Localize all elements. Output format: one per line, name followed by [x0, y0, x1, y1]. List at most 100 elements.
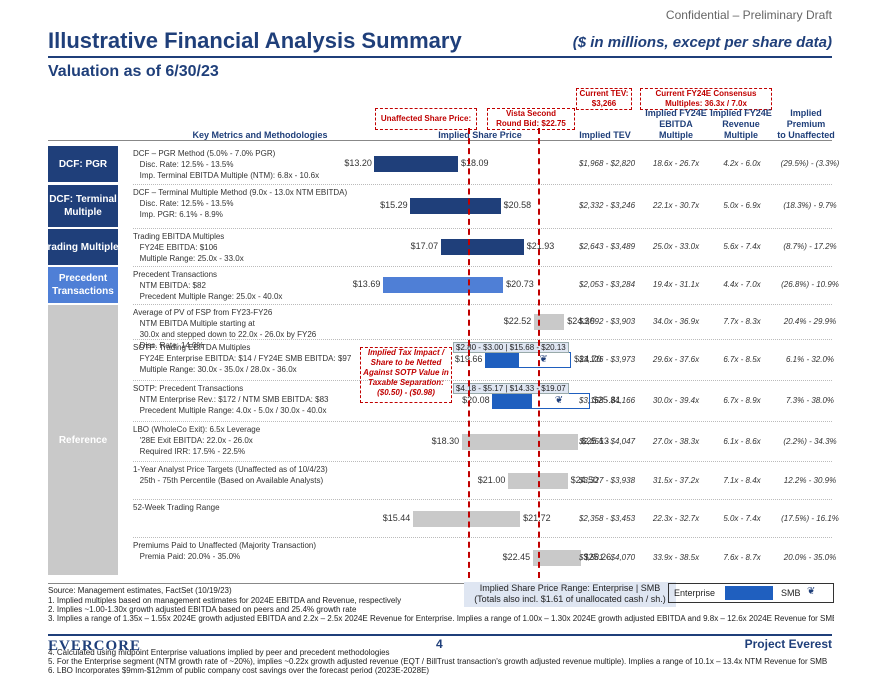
- low-value-label: $17.07: [410, 241, 439, 251]
- high-value-label: $25.13: [581, 436, 609, 446]
- row-description: Average of PV of FSP from FY23-FY26 NTM …: [133, 308, 317, 350]
- row-description: Precedent Transactions NTM EBITDA: $82 P…: [133, 270, 283, 301]
- category-dcf-terminal: DCF: Terminal Multiple: [48, 185, 118, 227]
- row-revenue: 4.2x - 6.0x: [723, 159, 761, 168]
- row-description: 52-Week Trading Range: [133, 503, 220, 512]
- row-tev: $2,332 - $3,246: [578, 201, 636, 210]
- range-bar: [374, 156, 459, 172]
- row-revenue: 7.6x - 8.7x: [723, 553, 761, 562]
- valuation-date: Valuation as of 6/30/23: [48, 63, 219, 80]
- row-premium: (18.3%) - 9.7%: [783, 201, 837, 210]
- row-description: DCF – Terminal Multiple Method (9.0x - 1…: [133, 188, 348, 219]
- high-value-label: $20.73: [506, 279, 534, 289]
- col-ebitda: Implied FY24E EBITDA Multiple: [645, 108, 707, 140]
- col-revenue: Implied FY24E Revenue Multiple: [710, 108, 772, 140]
- row-separator: [133, 266, 832, 267]
- project-name: Project Everest: [744, 637, 832, 651]
- col-tev: Implied TEV: [579, 130, 631, 140]
- row-revenue: 5.0x - 6.9x: [723, 201, 761, 210]
- row-description: DCF – PGR Method (5.0% - 7.0% PGR) Disc.…: [133, 149, 320, 180]
- row-tev: $2,053 - $3,284: [578, 280, 636, 289]
- range-legend-note: Implied Share Price Range: Enterprise | …: [464, 582, 676, 607]
- low-value-label: $22.52: [503, 316, 532, 326]
- high-value-label: $20.58: [503, 200, 532, 210]
- category-dcf-pgr: DCF: PGR: [48, 146, 118, 182]
- row-revenue: 7.1x - 8.4x: [723, 476, 761, 485]
- row-tev: $1,968 - $2,820: [578, 159, 636, 168]
- row-revenue: 6.7x - 8.9x: [723, 396, 761, 405]
- confidential-label: Confidential – Preliminary Draft: [665, 8, 832, 22]
- row-revenue: 6.1x - 8.6x: [723, 437, 761, 446]
- row-ebitda: 30.0x - 39.4x: [652, 396, 700, 405]
- row-description: SOTP: Precedent Transactions NTM Enterpr…: [133, 384, 329, 415]
- segment-range-tag: $2.80 - $3.00 | $15.68 - $20.13: [453, 342, 569, 353]
- footnote-5: 5. For the Enterprise segment (NTM growt…: [48, 657, 828, 666]
- row-description: Trading EBITDA Multiples FY24E EBITDA: $…: [133, 232, 244, 263]
- row-premium: (17.5%) - 16.1%: [781, 514, 839, 523]
- row-tev: $2,856 - $4,047: [578, 437, 636, 446]
- smb-bird-icon: ❦: [539, 354, 548, 365]
- category-precedent: Precedent Transactions: [48, 267, 118, 303]
- range-bar: [382, 277, 504, 293]
- unaffected-price-line: [467, 128, 470, 578]
- col-share-price: Implied Share Price: [438, 130, 522, 140]
- vista-bid-callout: Vista Second Round Bid: $22.75: [487, 108, 575, 130]
- legend-enterprise-swatch: [725, 586, 773, 600]
- row-separator: [133, 380, 832, 381]
- row-tev: $3,168 - $4,166: [578, 396, 636, 405]
- row-ebitda: 29.6x - 37.6x: [652, 355, 700, 364]
- footer-rule: [48, 634, 832, 636]
- row-ebitda: 22.1x - 30.7x: [652, 201, 700, 210]
- row-tev: $3,126 - $3,973: [578, 355, 636, 364]
- row-separator: [133, 461, 832, 462]
- row-ebitda: 34.0x - 36.9x: [652, 317, 700, 326]
- smb-bird-icon: ❦: [554, 395, 564, 406]
- row-ebitda: 31.5x - 37.2x: [652, 476, 700, 485]
- legend-enterprise-label: Enterprise: [674, 588, 716, 598]
- brand-logo: EVERCORE: [48, 638, 142, 654]
- row-premium: (29.5%) - (3.3%): [780, 159, 840, 168]
- page-title: Illustrative Financial Analysis Summary: [48, 28, 462, 53]
- footnote-rule: [48, 583, 832, 584]
- row-description: Premiums Paid to Unaffected (Majority Tr…: [133, 541, 317, 561]
- row-ebitda: 33.9x - 38.5x: [652, 553, 700, 562]
- high-value-label: $24.50: [570, 475, 599, 485]
- row-description: 1-Year Analyst Price Targets (Unaffected…: [133, 465, 328, 485]
- col-metrics: Key Metrics and Methodologies: [192, 130, 328, 140]
- row-ebitda: 22.3x - 32.7x: [652, 514, 700, 523]
- row-premium: 20.4% - 29.9%: [783, 317, 837, 326]
- high-value-label: $21.93: [526, 241, 555, 251]
- row-premium: 20.0% - 35.0%: [783, 553, 837, 562]
- row-ebitda: 25.0x - 33.0x: [652, 242, 700, 251]
- row-separator: [133, 499, 832, 500]
- footnote-4: 4. Calculated using midpoint Enterprise …: [48, 648, 390, 657]
- row-tev: $3,592 - $3,903: [578, 317, 636, 326]
- vista-bid-line: [537, 128, 540, 578]
- header-rule: [48, 140, 832, 141]
- row-premium: (2.2%) - 34.3%: [783, 437, 837, 446]
- row-premium: 12.2% - 30.9%: [783, 476, 837, 485]
- high-value-label: $18.09: [461, 158, 489, 168]
- row-description: LBO (WholeCo Exit): 6.5x Leverage '28E E…: [133, 425, 261, 456]
- units-note: ($ in millions, except per share data): [572, 34, 832, 51]
- low-value-label: $20.08: [462, 395, 490, 405]
- row-ebitda: 27.0x - 38.3x: [652, 437, 700, 446]
- footnote-1: 1. Implied multiples based on management…: [48, 596, 402, 605]
- legend-smb-label: SMB: [781, 588, 801, 598]
- range-bar: [410, 198, 501, 214]
- low-value-label: $15.29: [380, 200, 408, 210]
- segment-legend: Enterprise SMB ❦: [668, 583, 834, 603]
- high-value-label: $25.26: [583, 552, 612, 562]
- row-tev: $2,643 - $3,489: [578, 242, 636, 251]
- consensus-callout: Current FY24E Consensus Multiples: 36.3x…: [640, 88, 772, 110]
- smb-bar: ❦: [517, 352, 572, 368]
- tax-impact-callout: Implied Tax Impact / Share to be Netted …: [360, 347, 452, 403]
- range-bar: [533, 314, 565, 330]
- row-premium: 6.1% - 32.0%: [785, 355, 835, 364]
- low-value-label: $13.20: [344, 158, 372, 168]
- footnote-6: 6. LBO Incorporates $9mm-$12mm of public…: [48, 666, 430, 675]
- footnote-3: 3. Implies a range of 1.35x – 1.55x 2024…: [48, 614, 834, 623]
- row-revenue: 7.7x - 8.3x: [723, 317, 761, 326]
- row-tev: $3,327 - $3,938: [578, 476, 636, 485]
- range-bar: [532, 550, 581, 566]
